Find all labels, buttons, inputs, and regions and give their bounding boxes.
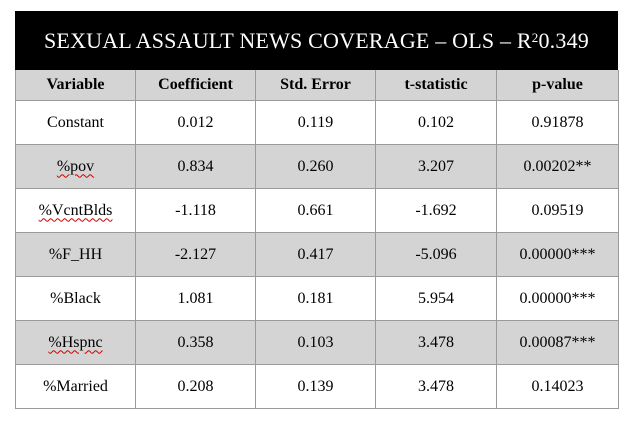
cell-p-value: 0.00000***: [496, 276, 619, 321]
header-row: Variable Coefficient Std. Error t-statis…: [15, 70, 619, 101]
cell-std-error: 0.119: [255, 100, 376, 145]
cell-t-statistic: 3.478: [375, 320, 497, 365]
cell-std-error-text: 0.139: [297, 377, 334, 395]
cell-variable: %Black: [15, 276, 136, 321]
title-suffix: 0.349: [538, 27, 589, 53]
cell-coefficient-text: -1.118: [175, 201, 216, 219]
cell-variable: Constant: [15, 100, 136, 145]
cell-std-error: 0.103: [255, 320, 376, 365]
cell-coefficient: -1.118: [135, 188, 256, 233]
table-row: Constant 0.012 0.119 0.102 0.91878: [15, 100, 619, 145]
title-superscript: 2: [531, 29, 539, 45]
cell-t-statistic: 3.478: [375, 364, 497, 409]
cell-std-error-text: 0.119: [297, 113, 334, 131]
cell-std-error-text: 0.417: [297, 245, 334, 263]
table-row: %Hspnc 0.358 0.103 3.478 0.00087***: [15, 320, 619, 365]
cell-p-value: 0.14023: [496, 364, 619, 409]
cell-p-value-text: 0.00087***: [519, 333, 596, 351]
table-row: %Black 1.081 0.181 5.954 0.00000***: [15, 276, 619, 321]
cell-std-error: 0.260: [255, 144, 376, 189]
table-row: %VcntBlds -1.118 0.661 -1.692 0.09519: [15, 188, 619, 233]
cell-t-statistic: -5.096: [375, 232, 497, 277]
cell-variable-text: %Black: [50, 289, 101, 307]
cell-p-value: 0.00087***: [496, 320, 619, 365]
cell-variable: %VcntBlds: [15, 188, 136, 233]
cell-p-value-text: 0.09519: [531, 201, 584, 219]
header-std-error: Std. Error: [255, 70, 376, 101]
cell-std-error-text: 0.181: [297, 289, 334, 307]
header-variable: Variable: [15, 70, 136, 101]
cell-variable-text: %Married: [43, 377, 108, 395]
cell-std-error: 0.139: [255, 364, 376, 409]
cell-p-value-text: 0.00202**: [523, 157, 592, 175]
table-row: %F_HH -2.127 0.417 -5.096 0.00000***: [15, 232, 619, 277]
cell-t-statistic-text: 3.478: [418, 377, 454, 395]
cell-p-value-text: 0.14023: [531, 377, 584, 395]
cell-std-error-text: 0.661: [297, 201, 334, 219]
cell-t-statistic-text: -1.692: [415, 201, 457, 219]
cell-t-statistic: 3.207: [375, 144, 497, 189]
cell-p-value: 0.91878: [496, 100, 619, 145]
cell-coefficient: 0.208: [135, 364, 256, 409]
cell-t-statistic: -1.692: [375, 188, 497, 233]
cell-coefficient-text: 0.012: [177, 113, 214, 131]
cell-t-statistic-text: -5.096: [415, 245, 457, 263]
cell-coefficient-text: 0.358: [177, 333, 214, 351]
header-p-value: p-value: [496, 70, 619, 101]
cell-variable-text: Constant: [47, 113, 104, 131]
cell-variable-text: %VcntBlds: [38, 201, 113, 219]
cell-t-statistic-text: 3.207: [418, 157, 454, 175]
cell-coefficient-text: -2.127: [174, 245, 217, 263]
cell-variable: %Hspnc: [15, 320, 136, 365]
cell-p-value-text: 0.00000***: [519, 245, 596, 263]
cell-variable: %pov: [15, 144, 136, 189]
cell-std-error: 0.417: [255, 232, 376, 277]
cell-std-error: 0.181: [255, 276, 376, 321]
cell-std-error-text: 0.260: [297, 157, 334, 175]
cell-t-statistic: 0.102: [375, 100, 497, 145]
cell-std-error-text: 0.103: [297, 333, 334, 351]
cell-t-statistic-text: 3.478: [418, 333, 454, 351]
cell-p-value-text: 0.00000***: [519, 289, 596, 307]
cell-coefficient: 0.012: [135, 100, 256, 145]
cell-variable: %F_HH: [15, 232, 136, 277]
cell-p-value: 0.00000***: [496, 232, 619, 277]
cell-coefficient: 0.834: [135, 144, 256, 189]
cell-coefficient: -2.127: [135, 232, 256, 277]
cell-variable: %Married: [15, 364, 136, 409]
cell-coefficient-text: 0.208: [177, 377, 214, 395]
header-coefficient: Coefficient: [135, 70, 256, 101]
title-prefix: SEXUAL ASSAULT NEWS COVERAGE – OLS – R: [44, 27, 532, 53]
regression-table: Variable Coefficient Std. Error t-statis…: [15, 70, 619, 409]
table-row: %Married 0.208 0.139 3.478 0.14023: [15, 364, 619, 409]
header-t-statistic: t-statistic: [375, 70, 497, 101]
cell-variable-text: %F_HH: [48, 245, 103, 263]
cell-coefficient: 1.081: [135, 276, 256, 321]
cell-std-error: 0.661: [255, 188, 376, 233]
cell-coefficient: 0.358: [135, 320, 256, 365]
cell-variable-text: %pov: [56, 157, 95, 175]
cell-p-value-text: 0.91878: [531, 113, 584, 131]
table-row: %pov 0.834 0.260 3.207 0.00202**: [15, 144, 619, 189]
cell-coefficient-text: 0.834: [177, 157, 214, 175]
cell-coefficient-text: 1.081: [177, 289, 214, 307]
cell-variable-text: %Hspnc: [48, 333, 103, 351]
cell-t-statistic-text: 5.954: [418, 289, 454, 307]
cell-p-value: 0.09519: [496, 188, 619, 233]
cell-t-statistic: 5.954: [375, 276, 497, 321]
cell-t-statistic-text: 0.102: [418, 113, 454, 131]
cell-p-value: 0.00202**: [496, 144, 619, 189]
